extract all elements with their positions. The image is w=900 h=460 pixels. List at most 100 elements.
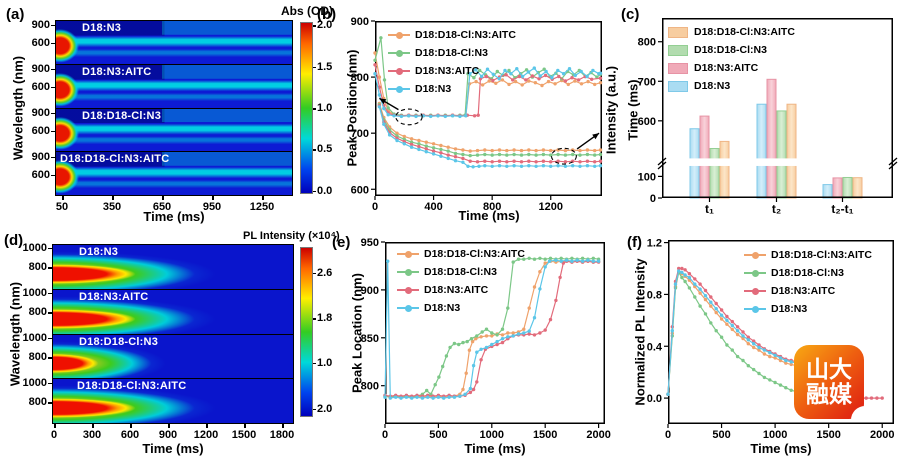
series-marker <box>563 148 568 153</box>
series-marker <box>683 273 687 277</box>
series-marker <box>483 159 487 163</box>
series-marker <box>495 69 499 74</box>
y-tick-mark <box>51 42 55 45</box>
heatmap-stack-a: D18:N3 D18:N3:AITC D18:D18-Cl:N3 D18:D18… <box>55 20 293 196</box>
y-tick-label: 600 <box>351 184 369 196</box>
series-marker <box>522 327 526 331</box>
series-marker <box>436 114 440 118</box>
y-tick-label: 600 <box>31 168 50 181</box>
series-marker <box>452 341 457 346</box>
series-marker <box>475 350 479 354</box>
y-tick-label: 900 <box>351 16 369 28</box>
series-marker <box>598 164 603 168</box>
y-tick-label: 1.2 <box>647 238 662 250</box>
series-marker <box>714 310 718 315</box>
x-tick-mark <box>62 196 64 200</box>
series-marker <box>768 354 772 359</box>
series-marker <box>533 81 538 85</box>
series-marker <box>585 152 590 157</box>
series-marker <box>570 259 574 263</box>
x-tick-mark <box>168 424 170 428</box>
series-marker <box>673 282 678 286</box>
legend-marker-dot <box>396 85 403 93</box>
series-marker <box>683 268 687 272</box>
legend-swatch <box>668 44 688 56</box>
series-marker <box>468 153 472 158</box>
panel-letter-d: (d) <box>4 232 24 249</box>
series-marker <box>564 258 569 262</box>
series-marker <box>687 272 692 276</box>
series-marker <box>547 259 552 263</box>
series-marker <box>741 336 745 341</box>
series-marker <box>778 356 783 360</box>
series-marker <box>506 335 510 339</box>
x-tick-mark <box>262 196 264 200</box>
series-marker <box>527 159 531 163</box>
panel-letter-e: (e) <box>332 234 351 251</box>
series-marker <box>443 114 447 119</box>
series-marker <box>500 78 505 82</box>
series-marker <box>538 287 542 291</box>
series-marker <box>586 79 590 84</box>
y-tick-label: 0.0 <box>647 393 662 405</box>
series-marker <box>500 327 505 331</box>
series-marker <box>464 371 468 375</box>
legend-swatch <box>388 67 410 75</box>
legend-label: D18:D18-Cl:N3:AITC <box>771 249 872 261</box>
colorbar-tick-label: 1.8 <box>317 312 333 325</box>
series-marker <box>557 74 561 79</box>
y-tick-mark <box>51 130 55 133</box>
series-marker <box>789 362 793 367</box>
series-marker <box>585 159 590 163</box>
series-marker <box>382 122 386 126</box>
series-marker <box>395 131 399 135</box>
x-axis-label-e: Time (ms) <box>464 441 526 456</box>
series-marker <box>680 270 684 275</box>
series-marker <box>532 257 537 261</box>
x-tick-label: 1200 <box>538 201 562 213</box>
series-marker <box>516 332 521 336</box>
heatmap-label: D18:N3 <box>79 246 119 258</box>
series-marker <box>768 351 772 355</box>
colorbar-tick-label: 0.5 <box>317 143 333 156</box>
series-marker <box>500 337 505 341</box>
series-marker <box>507 82 511 87</box>
series-marker <box>457 342 461 347</box>
x-tick-label: 2000 <box>586 429 610 441</box>
series-marker <box>484 345 489 350</box>
series-marker <box>563 153 568 157</box>
series-marker <box>725 343 729 347</box>
series-marker <box>431 149 436 153</box>
series-marker <box>677 266 681 271</box>
legend-item: D18:D18-Cl:N3:AITC <box>744 246 872 264</box>
series-marker <box>768 378 772 382</box>
x-tick-label: 950 <box>202 201 222 213</box>
series-marker <box>439 147 443 152</box>
series-marker <box>579 69 583 74</box>
series-marker <box>598 76 603 80</box>
series-marker <box>494 81 498 85</box>
y-tick-mark <box>51 174 55 177</box>
axis-break-mark <box>888 157 898 166</box>
y-tick-mark <box>51 68 55 71</box>
series-marker <box>670 329 674 333</box>
panel-letter-b: (b) <box>317 6 337 23</box>
x-tick-label: 0 <box>50 429 58 441</box>
colorbar-tick-mark <box>313 318 316 320</box>
watermark-text-top: 山大 <box>806 355 852 382</box>
series-marker <box>409 142 414 147</box>
line-chart-b: 0 400 800 1200 600 700 800 900 <box>351 16 603 213</box>
series-marker <box>468 149 472 153</box>
series-marker <box>698 304 702 308</box>
y-axis-label-f: Normalized PL Intensity <box>632 258 648 406</box>
series-marker <box>735 325 740 329</box>
series-marker <box>446 149 450 153</box>
series-marker <box>714 329 718 333</box>
series-marker <box>578 153 582 157</box>
series-marker <box>461 340 465 345</box>
heatmap-label: D18:N3:AITC <box>82 65 152 78</box>
series-marker <box>484 74 488 79</box>
y-tick-label: 1000 <box>22 286 47 299</box>
x-tick-mark <box>162 196 164 200</box>
x-tick-label: 800 <box>483 201 501 213</box>
